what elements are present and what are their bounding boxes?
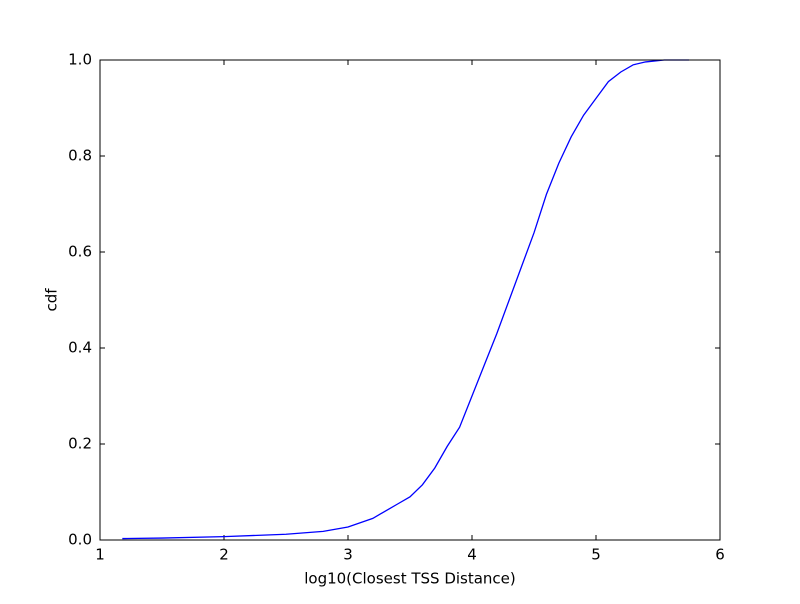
- y-tick-label: 0.8: [68, 147, 92, 165]
- y-tick-label: 0.6: [68, 243, 92, 261]
- y-tick-label: 1.0: [68, 51, 92, 69]
- x-axis-label: log10(Closest TSS Distance): [304, 570, 516, 588]
- y-tick-label: 0.4: [68, 339, 92, 357]
- y-tick-label: 0.0: [68, 531, 92, 549]
- cdf-line: [122, 59, 689, 540]
- plot-frame: [99, 59, 721, 541]
- x-tick-label: 4: [467, 546, 477, 564]
- x-tick-label: 6: [715, 546, 725, 564]
- x-tick-label: 2: [219, 546, 229, 564]
- y-tick-label: 0.2: [68, 435, 92, 453]
- x-tick-label: 5: [591, 546, 601, 564]
- y-axis-label: cdf: [43, 288, 61, 312]
- x-tick-label: 1: [95, 546, 105, 564]
- x-tick-label: 3: [343, 546, 353, 564]
